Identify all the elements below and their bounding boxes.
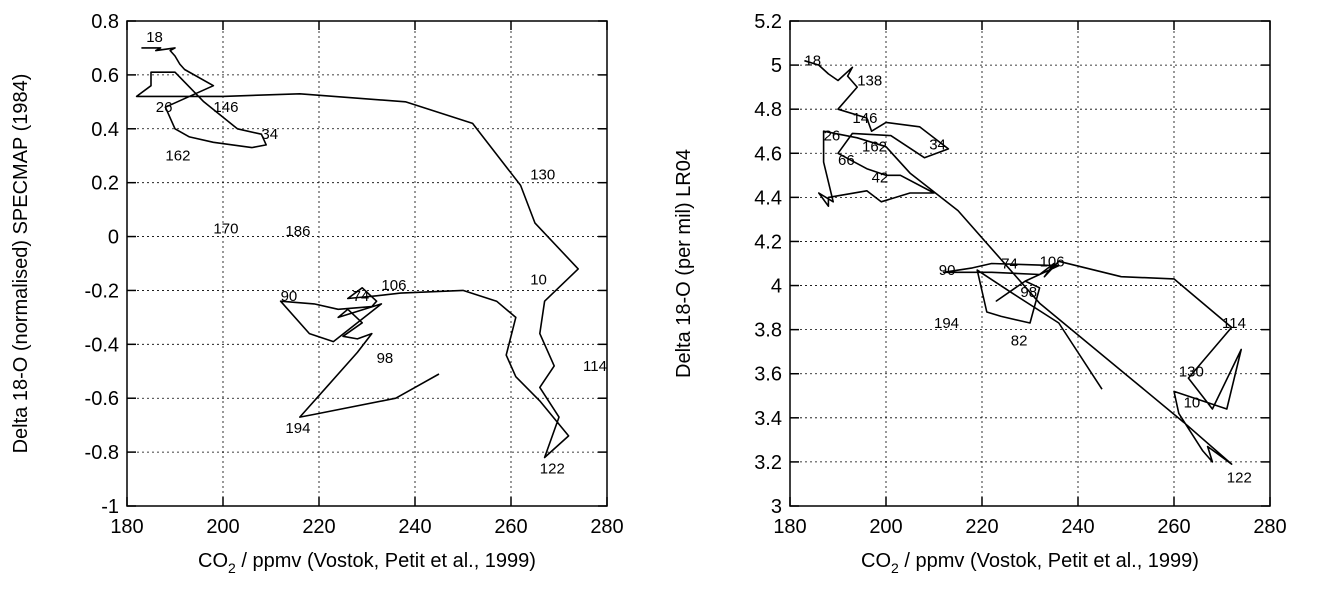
- y-tick-label: 5: [771, 55, 782, 77]
- point-label: 18: [804, 53, 821, 70]
- point-label: 130: [1179, 364, 1204, 381]
- y-tick-label: 0.6: [91, 65, 119, 87]
- x-axis-title-subscript: 2: [228, 560, 236, 576]
- x-axis-title-subscript: 2: [891, 560, 899, 576]
- point-label: 122: [1227, 469, 1252, 486]
- x-tick-label: 220: [302, 516, 335, 538]
- point-label: 122: [540, 460, 565, 477]
- y-tick-label: 4: [771, 276, 782, 298]
- y-tick-label: -1: [101, 496, 119, 518]
- y-tick-label: 5.2: [754, 11, 782, 33]
- point-label: 26: [824, 128, 841, 145]
- y-axis-title: Delta 18-O (normalised) SPECMAP (1984): [10, 74, 32, 454]
- point-label: 74: [353, 288, 370, 305]
- x-axis-title-main: CO: [198, 550, 228, 572]
- x-axis-title-rest: / ppmv (Vostok, Petit et al., 1999): [899, 550, 1199, 572]
- chart-1: 180 200 220 240 260 280 -1 -0.8 -0.6 -0.4 -0.2 0 0.2…: [10, 11, 624, 576]
- point-label: 34: [929, 136, 946, 153]
- point-label: 82: [1011, 333, 1028, 350]
- point-label: 170: [213, 220, 238, 237]
- y-tick-label: 3.4: [754, 408, 782, 430]
- point-label: 114: [1222, 315, 1246, 332]
- x-axis-title-rest: / ppmv (Vostok, Petit et al., 1999): [236, 550, 536, 572]
- point-label: 130: [530, 167, 555, 184]
- point-label: 90: [939, 262, 956, 279]
- point-label: 106: [381, 277, 406, 294]
- y-tick-label: 4.6: [754, 143, 782, 165]
- point-label: 146: [213, 99, 238, 116]
- x-tick-label: 260: [494, 516, 527, 538]
- point-label: 26: [156, 99, 173, 116]
- series-line: [135, 47, 580, 459]
- chart-2: 180 200 220 240 260 280 3 3.2 3.4 3.6 3.8 4 4.2 4.4 4.…: [673, 11, 1287, 576]
- point-label: 90: [281, 288, 298, 305]
- x-tick-label: 280: [1253, 516, 1286, 538]
- point-label: 10: [1184, 394, 1201, 411]
- y-tick-label: 4.2: [754, 231, 782, 253]
- point-label: 194: [934, 315, 959, 332]
- x-axis-title: CO2 / ppmv (Vostok, Petit et al., 1999): [861, 550, 1199, 576]
- plot-frame: [126, 20, 608, 507]
- point-label: 194: [285, 420, 310, 437]
- y-tick-label: 0: [108, 227, 119, 249]
- point-label: 34: [261, 126, 278, 143]
- point-label: 162: [862, 139, 887, 156]
- y-tick-label: -0.4: [85, 334, 119, 356]
- point-label: 114: [583, 358, 607, 375]
- x-tick-label: 240: [1061, 516, 1094, 538]
- point-label: 98: [377, 350, 394, 367]
- y-tick-label: 3: [771, 496, 782, 518]
- x-tick-label: 220: [965, 516, 998, 538]
- y-tick-label: 3.8: [754, 320, 782, 342]
- y-tick-label: 3.2: [754, 452, 782, 474]
- y-tick-label: -0.2: [85, 280, 119, 302]
- point-label: 74: [1001, 256, 1018, 273]
- point-label: 10: [530, 272, 547, 289]
- point-label: 18: [146, 29, 163, 46]
- x-tick-label: 200: [206, 516, 239, 538]
- point-label: 42: [872, 170, 889, 187]
- y-tick-label: 0.2: [91, 173, 119, 195]
- y-axis-title: Delta 18-O (per mil) LR04: [673, 149, 695, 378]
- point-label: 162: [165, 148, 190, 165]
- x-tick-label: 240: [398, 516, 431, 538]
- series-line: [804, 59, 1242, 465]
- y-tick-label: -0.6: [85, 388, 119, 410]
- x-axis-title: CO2 / ppmv (Vostok, Petit et al., 1999): [198, 550, 536, 576]
- y-tick-label: -0.8: [85, 442, 119, 464]
- point-label: 186: [285, 223, 310, 240]
- point-label: 98: [1020, 284, 1037, 301]
- point-label: 146: [852, 110, 877, 127]
- point-label: 106: [1040, 253, 1065, 270]
- x-axis-title-main: CO: [861, 550, 891, 572]
- y-tick-label: 4.8: [754, 99, 782, 121]
- x-tick-label: 180: [110, 516, 143, 538]
- y-tick-label: 4.4: [754, 187, 782, 209]
- point-label: 66: [838, 152, 855, 169]
- x-tick-label: 260: [1157, 516, 1190, 538]
- y-tick-label: 0.4: [91, 119, 119, 141]
- y-tick-label: 3.6: [754, 364, 782, 386]
- y-tick-label: 0.8: [91, 11, 119, 33]
- x-tick-label: 200: [869, 516, 902, 538]
- plot-frame: [789, 20, 1271, 507]
- point-label: 138: [857, 73, 882, 90]
- x-tick-label: 180: [773, 516, 806, 538]
- x-tick-label: 280: [590, 516, 623, 538]
